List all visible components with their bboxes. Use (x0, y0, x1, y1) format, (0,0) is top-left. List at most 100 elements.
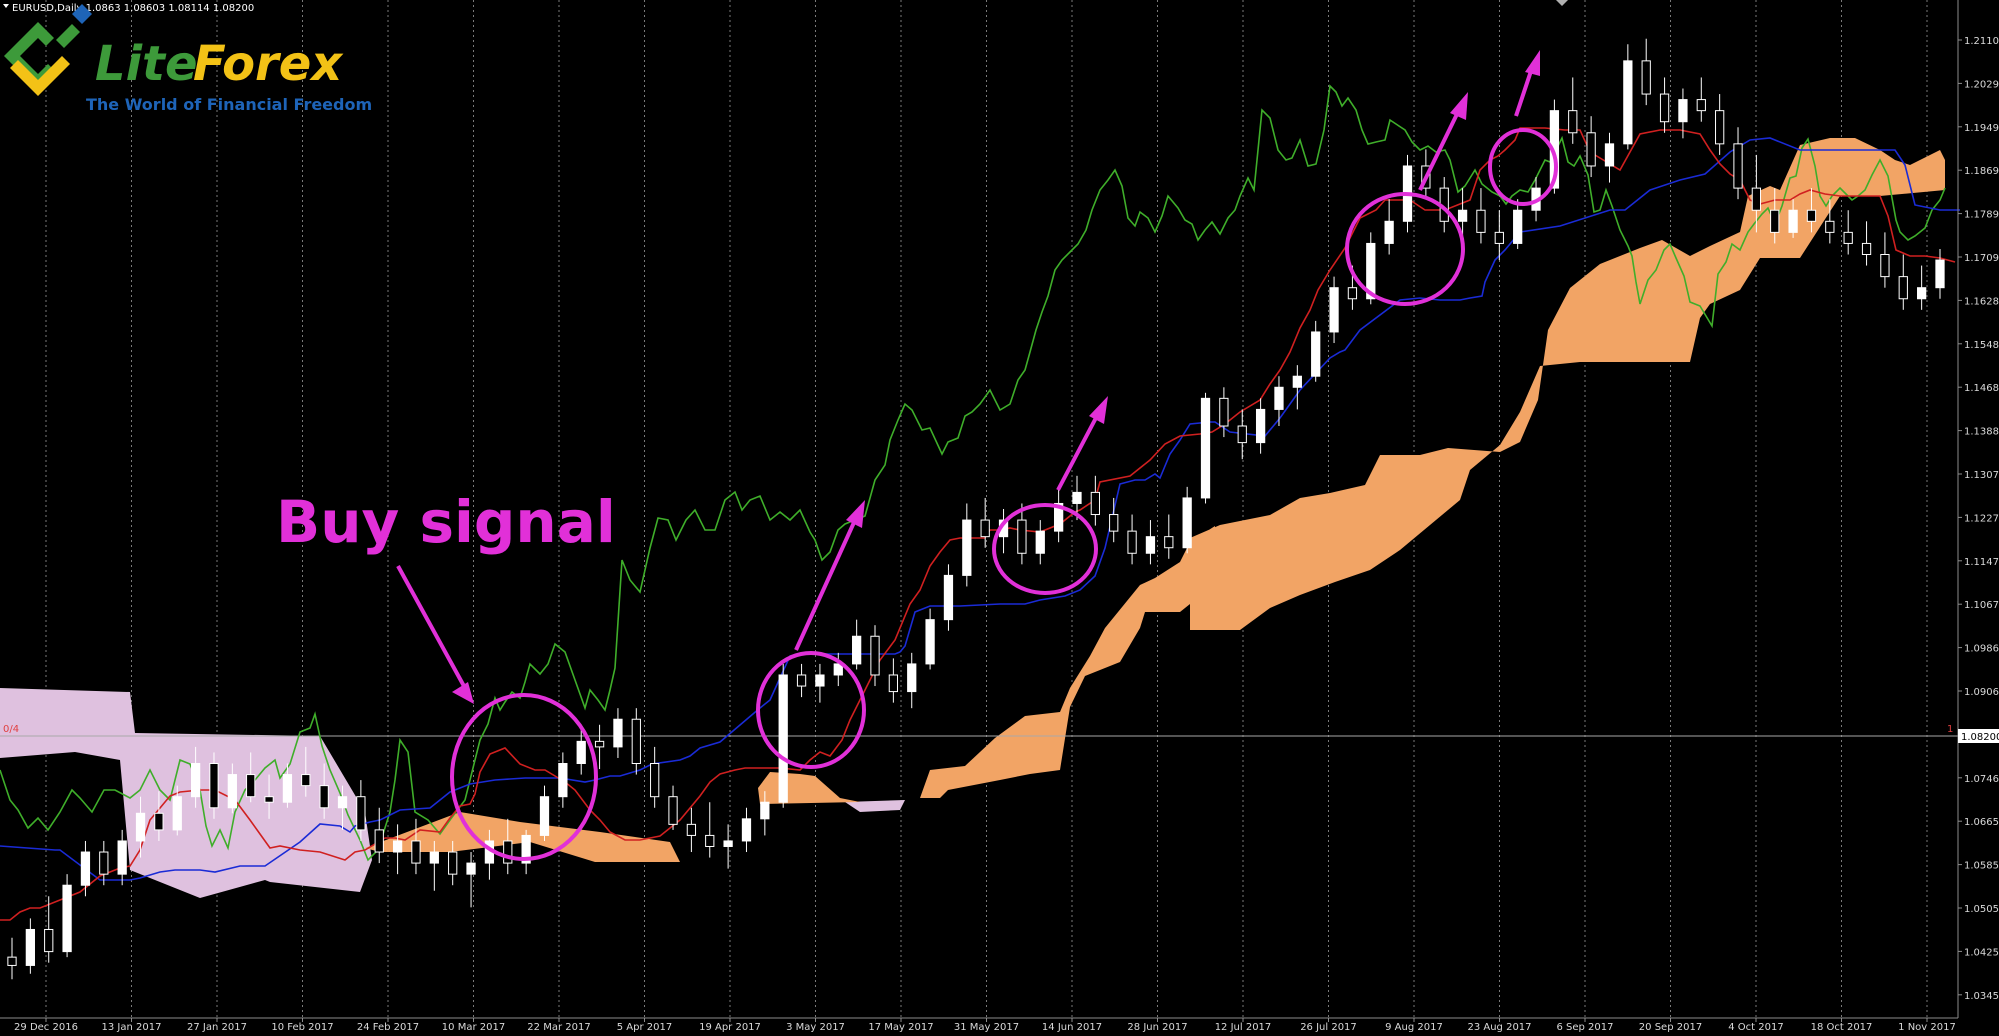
up-arrow-4 (1514, 67, 1534, 117)
price-label: 1.13075 (1964, 470, 1999, 481)
candle-bullish (1035, 530, 1045, 554)
candle-bearish (44, 928, 54, 953)
candle-bearish (356, 796, 366, 831)
chikou-span-line (0, 84, 1946, 862)
candle-bullish (943, 574, 954, 621)
price-axis-labels: 1.21100 1.20295 1.19495 1.18690 1.17890 1.170… (1958, 36, 1999, 1002)
candle-bearish (1090, 491, 1100, 516)
candle-bearish (1586, 132, 1596, 167)
time-label: 27 Jan 2017 (187, 1022, 247, 1033)
up-arrow-3 (1418, 111, 1460, 191)
up-arrow-3-head (1450, 92, 1468, 120)
candle-bullish (521, 834, 531, 864)
time-label: 18 Oct 2017 (1811, 1022, 1873, 1033)
price-label: 1.09065 (1964, 687, 1999, 698)
candle-bearish (1825, 220, 1835, 233)
candle-bullish (1145, 536, 1156, 554)
candle-bullish (723, 840, 733, 847)
time-label: 19 Apr 2017 (699, 1022, 761, 1033)
candle-bearish (980, 519, 990, 538)
candle-bearish (1476, 209, 1486, 233)
candle-bullish (80, 851, 91, 886)
candle-bullish (337, 796, 348, 809)
candle-bullish (227, 774, 237, 809)
cloud-bullish (365, 138, 1945, 862)
candle-bearish (870, 635, 880, 676)
price-label: 1.21100 (1964, 36, 1999, 47)
time-label: 10 Feb 2017 (271, 1022, 333, 1033)
candle-bullish (25, 928, 35, 966)
candle-bearish (246, 774, 256, 798)
candle-bearish (301, 774, 311, 787)
logo-tagline: The World of Financial Freedom (86, 95, 372, 114)
candle-bullish (392, 840, 403, 853)
candle-bullish (815, 674, 825, 687)
candle-bearish (705, 834, 715, 847)
time-label: 28 Jun 2017 (1127, 1022, 1187, 1033)
price-label: 1.07460 (1964, 774, 1999, 785)
time-label: 1 Nov 2017 (1898, 1022, 1956, 1033)
price-label: 1.09865 (1964, 644, 1999, 655)
candle-bearish (1898, 276, 1908, 300)
up-arrow-2-head (1089, 396, 1108, 424)
candle-bullish (1366, 242, 1376, 300)
candle-bearish (374, 829, 384, 853)
candle-bearish (1641, 60, 1651, 95)
shift-marker-icon[interactable] (1556, 0, 1568, 6)
candle-bearish (796, 674, 807, 687)
candle-bearish (7, 956, 17, 966)
candle-bearish (503, 840, 513, 864)
candle-bullish (962, 519, 972, 576)
price-label: 1.17090 (1964, 253, 1999, 264)
candle-bullish (613, 718, 623, 748)
up-arrow-2 (1056, 413, 1100, 491)
candle-bearish (1017, 519, 1027, 554)
candle-bullish (135, 812, 146, 842)
symbol-menu-icon[interactable] (3, 4, 9, 8)
candle-bearish (1733, 143, 1743, 189)
candle-bearish (1770, 209, 1780, 233)
candle-bearish (650, 763, 660, 798)
current-price-box (1958, 729, 1999, 743)
candle-bearish (1715, 110, 1725, 145)
logo-brand-lite: Lite (95, 36, 198, 92)
candle-bullish (429, 851, 439, 864)
candle-bullish (1457, 209, 1468, 222)
price-label: 1.16285 (1964, 296, 1999, 307)
candle-bullish (190, 763, 201, 798)
candle-bullish (539, 796, 550, 836)
candle-bullish (1788, 209, 1798, 233)
candle-bearish (1696, 99, 1706, 112)
up-arrow-4-head (1525, 50, 1540, 76)
candle-bullish (1311, 331, 1321, 377)
candle-bearish (264, 796, 274, 803)
candle-bullish (1053, 502, 1064, 532)
time-label: 9 Aug 2017 (1385, 1022, 1443, 1033)
candle-bullish (466, 862, 476, 875)
candle-bullish (1513, 209, 1523, 244)
candle-bullish (833, 663, 843, 676)
symbol-info: EURUSD,Daily 1.0863 1.08603 1.08114 1.08… (12, 3, 254, 14)
candle-bullish (1072, 491, 1082, 504)
candle-bearish (1880, 254, 1890, 278)
time-label: 17 May 2017 (868, 1022, 933, 1033)
candle-bearish (1127, 530, 1137, 554)
time-label: 10 Mar 2017 (442, 1022, 505, 1033)
time-label: 22 Mar 2017 (527, 1022, 590, 1033)
candle-bullish (1678, 99, 1688, 123)
candle-bearish (209, 763, 219, 809)
candle-bullish (172, 796, 182, 831)
kijun-sen-line (0, 137, 1960, 881)
candle-bearish (1219, 397, 1229, 427)
time-label: 31 May 2017 (954, 1022, 1019, 1033)
liteforex-logo: Lite Forex The World of Financial Freedo… (4, 4, 372, 114)
candle-bearish (1109, 514, 1119, 532)
candle-bearish (154, 812, 164, 831)
candle-bullish (760, 801, 770, 820)
candle-bullish (558, 763, 568, 798)
candle-bearish (888, 674, 899, 693)
tenkan-sen-line (0, 127, 1956, 921)
price-label: 1.12275 (1964, 513, 1999, 524)
